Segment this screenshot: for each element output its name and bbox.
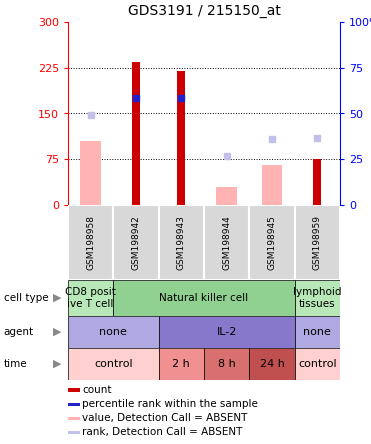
Bar (68, 431, 81, 434)
Bar (262, 165, 282, 205)
Bar (295, 205, 340, 280)
Text: rank, Detection Call = ABSENT: rank, Detection Call = ABSENT (82, 428, 243, 437)
Bar (159, 316, 295, 348)
Text: none: none (99, 327, 127, 337)
Bar (159, 348, 204, 380)
Text: cell type: cell type (4, 293, 48, 303)
Bar (81, 141, 101, 205)
Bar (132, 62, 140, 205)
Text: GSM198945: GSM198945 (267, 215, 276, 270)
Text: ▶: ▶ (53, 327, 61, 337)
Text: agent: agent (4, 327, 34, 337)
Title: GDS3191 / 215150_at: GDS3191 / 215150_at (128, 4, 280, 18)
Bar (113, 205, 159, 280)
Text: GSM198942: GSM198942 (131, 215, 141, 270)
Bar (68, 280, 113, 316)
Bar (159, 205, 204, 280)
Bar (295, 280, 340, 316)
Bar (204, 348, 249, 380)
Bar (68, 388, 81, 392)
Bar (68, 403, 81, 406)
Text: GSM198958: GSM198958 (86, 215, 95, 270)
Bar (313, 159, 321, 205)
Text: control: control (298, 359, 336, 369)
Text: control: control (94, 359, 133, 369)
Bar (68, 205, 113, 280)
Bar (295, 316, 340, 348)
Text: ▶: ▶ (53, 293, 61, 303)
Text: IL-2: IL-2 (217, 327, 237, 337)
Text: ▶: ▶ (53, 359, 61, 369)
Bar (68, 316, 159, 348)
Bar (113, 280, 295, 316)
Text: CD8 posit
ive T cell: CD8 posit ive T cell (65, 287, 116, 309)
Text: none: none (303, 327, 331, 337)
Bar (204, 205, 249, 280)
Text: GSM198943: GSM198943 (177, 215, 186, 270)
Text: value, Detection Call = ABSENT: value, Detection Call = ABSENT (82, 413, 248, 423)
Text: GSM198944: GSM198944 (222, 215, 231, 270)
Bar (68, 348, 159, 380)
Bar (177, 71, 186, 205)
Text: GSM198959: GSM198959 (313, 215, 322, 270)
Bar (295, 348, 340, 380)
Text: 24 h: 24 h (260, 359, 285, 369)
Text: count: count (82, 385, 112, 395)
Bar (216, 186, 237, 205)
Text: percentile rank within the sample: percentile rank within the sample (82, 399, 258, 409)
Text: time: time (4, 359, 27, 369)
Bar (68, 416, 81, 420)
Bar (249, 348, 295, 380)
Text: 2 h: 2 h (173, 359, 190, 369)
Text: lymphoid
tissues: lymphoid tissues (293, 287, 342, 309)
Bar (249, 205, 295, 280)
Text: Natural killer cell: Natural killer cell (160, 293, 249, 303)
Text: 8 h: 8 h (218, 359, 236, 369)
